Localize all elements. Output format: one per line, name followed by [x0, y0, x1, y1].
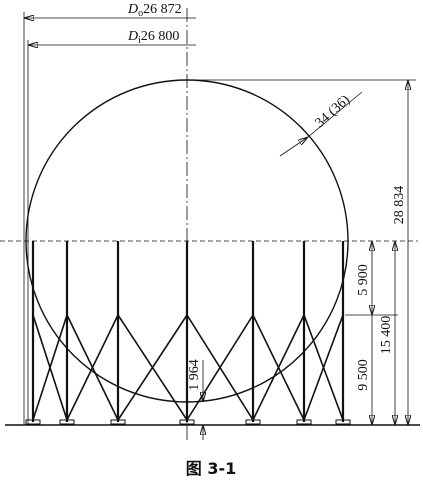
thickness-leader [279, 137, 308, 157]
brace [117, 314, 188, 421]
diameter-dimension [23, 12, 196, 425]
brace [252, 314, 305, 421]
brace [32, 314, 68, 421]
value: 26 800 [141, 29, 180, 44]
clearance-label: 1 964 [187, 359, 202, 391]
value: 26 872 [143, 2, 182, 17]
symbol: D [127, 2, 138, 17]
height-dimensions [190, 79, 416, 440]
thickness-leader [279, 91, 363, 157]
lower-column-label: 9 500 [356, 359, 371, 391]
total-height-label: 28 834 [392, 186, 407, 225]
outer-diameter-label: Do26 872 [127, 2, 182, 19]
equator-height-label: 15 400 [379, 316, 394, 355]
caption: 图 3-1 [186, 459, 236, 478]
brace [303, 314, 344, 421]
brace [186, 314, 254, 421]
thickness-label: 34 (36) [313, 92, 354, 131]
inner-diameter-label: Di26 800 [127, 29, 179, 46]
subscript: i [138, 35, 141, 46]
upper-column-label: 5 900 [356, 264, 371, 296]
subscript: o [138, 8, 143, 19]
thickness-leader [307, 91, 363, 138]
support-column [25, 241, 351, 425]
symbol: D [127, 29, 138, 44]
brace [66, 314, 119, 421]
